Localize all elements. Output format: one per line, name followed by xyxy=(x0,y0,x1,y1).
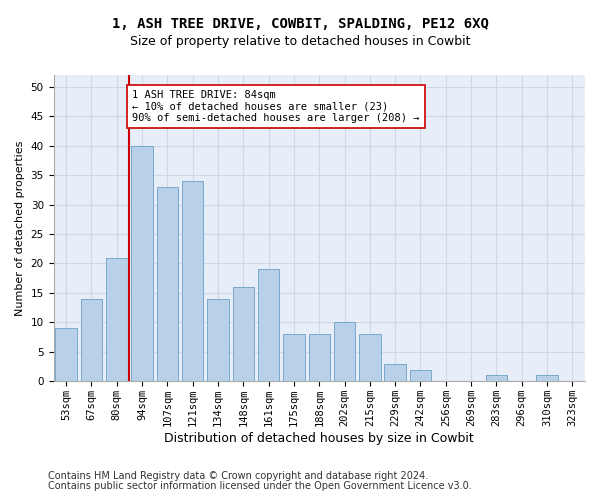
Bar xyxy=(410,370,431,382)
Bar xyxy=(131,146,153,382)
Bar xyxy=(385,364,406,382)
Bar xyxy=(258,270,280,382)
Bar xyxy=(485,376,507,382)
Bar xyxy=(207,299,229,382)
Text: 1 ASH TREE DRIVE: 84sqm
← 10% of detached houses are smaller (23)
90% of semi-de: 1 ASH TREE DRIVE: 84sqm ← 10% of detache… xyxy=(132,90,419,123)
Bar xyxy=(359,334,380,382)
Bar xyxy=(308,334,330,382)
Bar xyxy=(334,322,355,382)
Text: Size of property relative to detached houses in Cowbit: Size of property relative to detached ho… xyxy=(130,35,470,48)
Bar xyxy=(81,299,102,382)
X-axis label: Distribution of detached houses by size in Cowbit: Distribution of detached houses by size … xyxy=(164,432,474,445)
Bar xyxy=(233,287,254,382)
Bar xyxy=(536,376,558,382)
Bar xyxy=(157,187,178,382)
Text: Contains public sector information licensed under the Open Government Licence v3: Contains public sector information licen… xyxy=(48,481,472,491)
Bar xyxy=(106,258,128,382)
Text: Contains HM Land Registry data © Crown copyright and database right 2024.: Contains HM Land Registry data © Crown c… xyxy=(48,471,428,481)
Bar xyxy=(182,181,203,382)
Bar xyxy=(55,328,77,382)
Text: 1, ASH TREE DRIVE, COWBIT, SPALDING, PE12 6XQ: 1, ASH TREE DRIVE, COWBIT, SPALDING, PE1… xyxy=(112,18,488,32)
Bar xyxy=(283,334,305,382)
Y-axis label: Number of detached properties: Number of detached properties xyxy=(15,140,25,316)
